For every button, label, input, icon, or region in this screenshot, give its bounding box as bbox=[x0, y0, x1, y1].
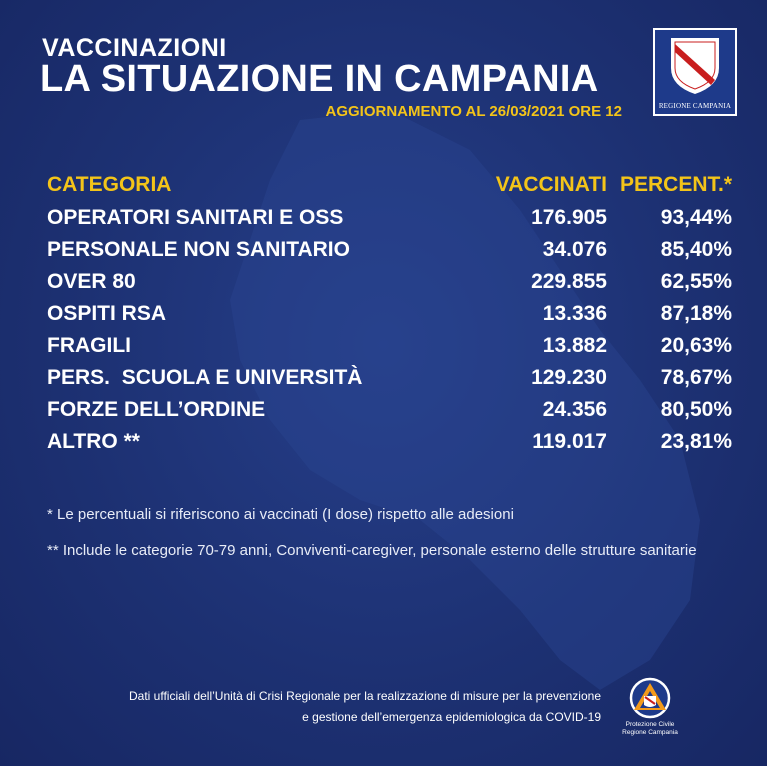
update-timestamp: AGGIORNAMENTO AL 26/03/2021 ORE 12 bbox=[325, 103, 623, 120]
table-row: OVER 80 229.855 62,55% bbox=[47, 266, 732, 298]
row-percent: 23,81% bbox=[660, 430, 732, 453]
row-percent: 20,63% bbox=[660, 334, 732, 357]
row-category: ALTRO ** bbox=[47, 430, 140, 453]
regione-campania-logo: REGIONE CAMPANIA bbox=[653, 28, 737, 116]
table-row: FORZE DELL’ORDINE 24.356 80,50% bbox=[47, 394, 732, 426]
table-row: PERSONALE NON SANITARIO 34.076 85,40% bbox=[47, 234, 732, 266]
row-category: OSPITI RSA bbox=[47, 302, 167, 325]
footnote-percent: * Le percentuali si riferiscono ai vacci… bbox=[47, 506, 514, 523]
row-category: PERSONALE NON SANITARIO bbox=[47, 238, 350, 261]
row-percent: 87,18% bbox=[660, 302, 732, 325]
pc-label-line-2: Regione Campania bbox=[622, 729, 678, 736]
header-category: CATEGORIA bbox=[47, 173, 172, 196]
header-percent: PERCENT.* bbox=[619, 173, 732, 196]
row-category: OPERATORI SANITARI E OSS bbox=[47, 206, 344, 229]
page-title: LA SITUAZIONE IN CAMPANIA bbox=[40, 58, 599, 100]
row-percent: 62,55% bbox=[660, 270, 732, 293]
row-category: PERS. SCUOLA E UNIVERSITÀ bbox=[47, 366, 363, 389]
footnote-other: ** Include le categorie 70-79 anni, Conv… bbox=[47, 542, 697, 559]
row-category: FORZE DELL’ORDINE bbox=[47, 398, 266, 421]
row-vaccinated: 34.076 bbox=[542, 238, 607, 261]
table-row: OSPITI RSA 13.336 87,18% bbox=[47, 298, 732, 330]
row-percent: 78,67% bbox=[660, 366, 732, 389]
table-row: ALTRO ** 119.017 23,81% bbox=[47, 426, 732, 458]
row-category: OVER 80 bbox=[47, 270, 136, 293]
protezione-civile-logo-icon bbox=[629, 677, 671, 719]
row-vaccinated: 176.905 bbox=[531, 206, 607, 229]
row-category: FRAGILI bbox=[47, 334, 131, 357]
table-row: OPERATORI SANITARI E OSS 176.905 93,44% bbox=[47, 202, 732, 234]
row-percent: 93,44% bbox=[660, 206, 732, 229]
table-header-row: CATEGORIA VACCINATI PERCENT.* bbox=[47, 172, 732, 198]
coat-of-arms-icon bbox=[671, 38, 719, 94]
protezione-civile-label: Protezione Civile Regione Campania bbox=[608, 721, 692, 737]
row-vaccinated: 13.336 bbox=[542, 302, 607, 325]
row-vaccinated: 24.356 bbox=[542, 398, 607, 421]
footer-line-1: Dati ufficiali dell’Unità di Crisi Regio… bbox=[128, 689, 601, 703]
row-vaccinated: 119.017 bbox=[532, 430, 607, 453]
kicker: VACCINAZIONI bbox=[42, 34, 227, 62]
source-footer: Dati ufficiali dell’Unità di Crisi Regio… bbox=[129, 686, 601, 728]
row-vaccinated: 129.230 bbox=[531, 366, 607, 389]
pc-label-line-1: Protezione Civile bbox=[625, 721, 675, 728]
row-vaccinated: 229.855 bbox=[531, 270, 607, 293]
footer-line-2: e gestione dell’emergenza epidemiologica… bbox=[302, 710, 601, 724]
vaccination-table: CATEGORIA VACCINATI PERCENT.* OPERATORI … bbox=[47, 172, 732, 458]
header-vaccinated: VACCINATI bbox=[495, 173, 607, 196]
logo-label: REGIONE CAMPANIA bbox=[658, 102, 732, 110]
table-row: PERS. SCUOLA E UNIVERSITÀ 129.230 78,67% bbox=[47, 362, 732, 394]
row-vaccinated: 13.882 bbox=[542, 334, 607, 357]
row-percent: 85,40% bbox=[660, 238, 732, 261]
row-percent: 80,50% bbox=[660, 398, 732, 421]
table-row: FRAGILI 13.882 20,63% bbox=[47, 330, 732, 362]
